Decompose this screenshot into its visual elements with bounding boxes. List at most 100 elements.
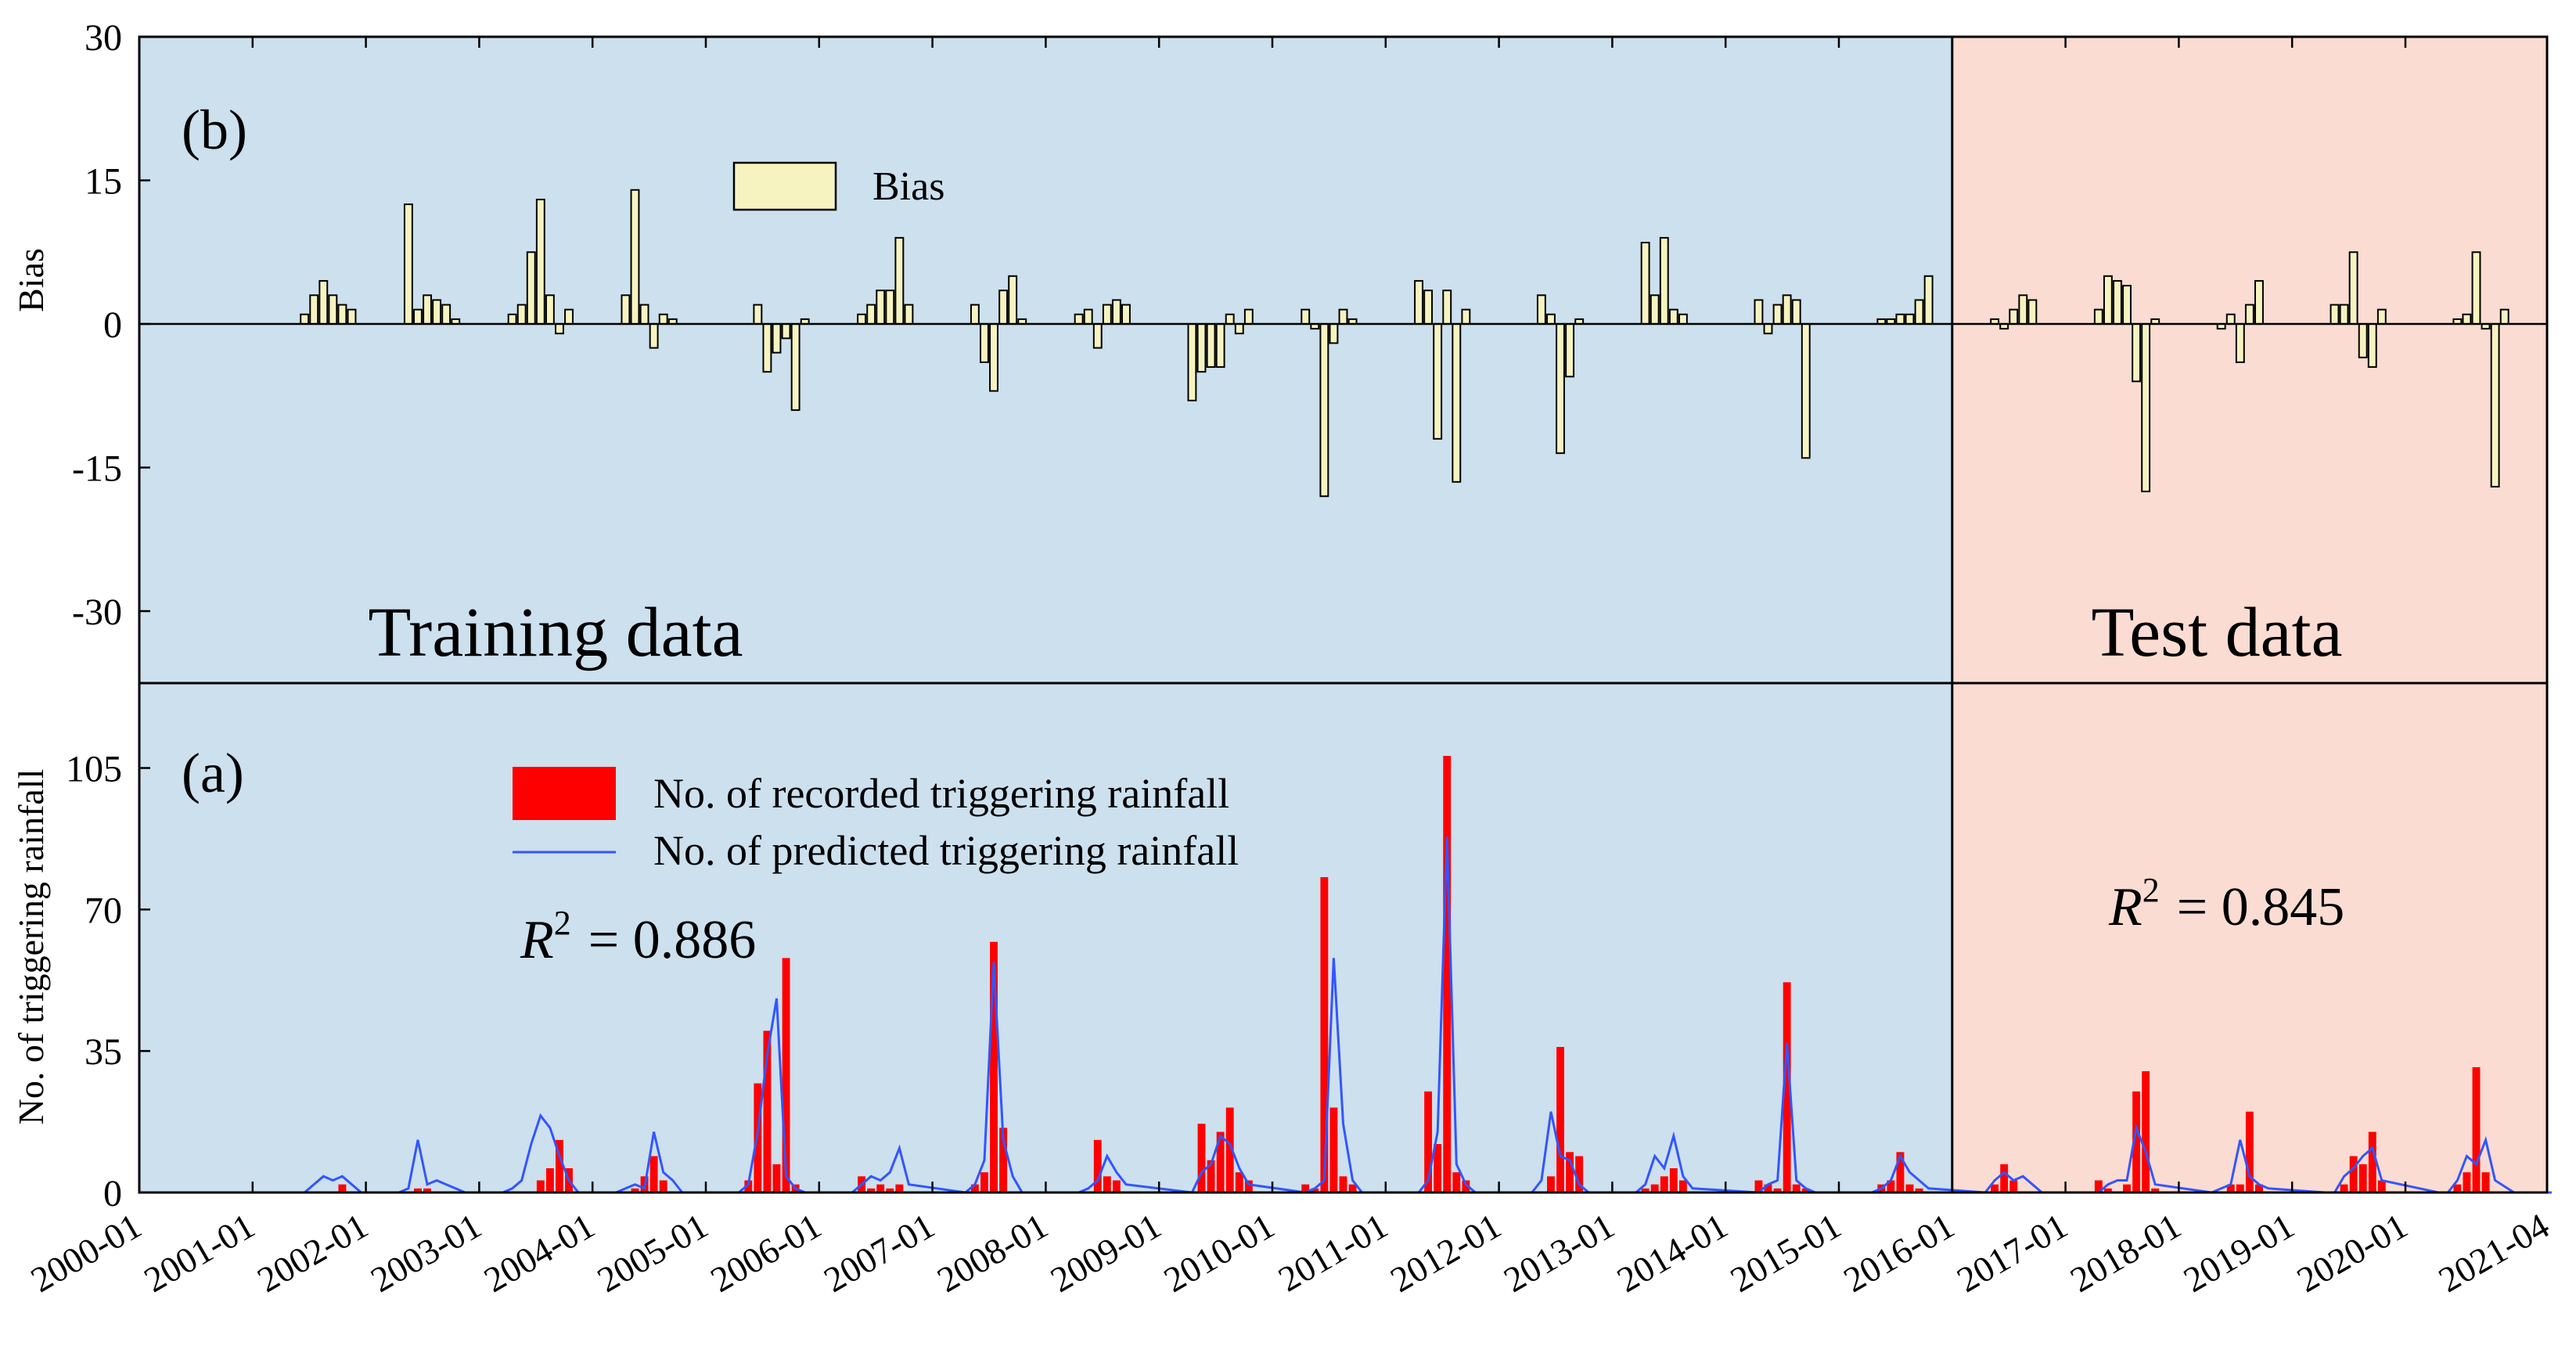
recorded-bar bbox=[867, 1188, 876, 1193]
recorded-bar bbox=[423, 1188, 431, 1193]
bias-bar bbox=[630, 189, 640, 325]
training-region-b bbox=[139, 37, 1952, 683]
bias-bar bbox=[2254, 279, 2264, 326]
bias-bar bbox=[1083, 308, 1093, 325]
bias-bar bbox=[2244, 304, 2254, 325]
bias-bar bbox=[2113, 279, 2122, 326]
recorded-bar bbox=[1103, 1176, 1111, 1193]
x-tick-label: 2003-01 bbox=[364, 1205, 487, 1300]
recorded-bar bbox=[2349, 1156, 2358, 1193]
bias-bar bbox=[876, 290, 886, 325]
bias-bar bbox=[2122, 285, 2132, 326]
bias-bar bbox=[2462, 313, 2472, 325]
rainfall-panel: 105 70 35 0 (a) No. of recorded triggering … bbox=[11, 742, 2552, 1214]
recorded-bar bbox=[2255, 1184, 2263, 1193]
recorded-bar bbox=[2368, 1131, 2376, 1193]
x-tick-label: 2020-01 bbox=[2290, 1205, 2414, 1300]
bias-bar bbox=[337, 304, 347, 325]
recorded-bar bbox=[338, 1184, 347, 1193]
bias-bar bbox=[347, 308, 357, 325]
bias-bar bbox=[1640, 242, 1650, 325]
bias-bar bbox=[1754, 299, 1764, 325]
bias-bar bbox=[2027, 299, 2038, 325]
bias-bar bbox=[2093, 308, 2103, 325]
bias-bar bbox=[2018, 294, 2028, 325]
recorded-bar bbox=[1216, 1131, 1225, 1193]
bias-bar bbox=[1678, 313, 1688, 325]
bias-bar bbox=[1074, 313, 1084, 325]
rainfall-y-tick-label: 105 bbox=[66, 749, 122, 790]
bias-bar bbox=[904, 304, 914, 325]
bias-bar bbox=[1206, 323, 1216, 369]
bias-bar bbox=[857, 313, 867, 325]
x-tick-label: 2006-01 bbox=[704, 1205, 828, 1300]
bias-bar bbox=[790, 323, 801, 412]
bias-bar bbox=[1092, 323, 1103, 349]
bias-bar bbox=[535, 198, 545, 325]
bias-bar bbox=[1319, 323, 1329, 498]
bias-bar bbox=[1565, 323, 1575, 378]
bias-bar bbox=[432, 299, 442, 325]
recorded-bar bbox=[1556, 1047, 1564, 1193]
recorded-bar bbox=[1462, 1180, 1470, 1193]
bias-bar bbox=[894, 236, 905, 325]
bias-bar bbox=[1905, 313, 1915, 325]
recorded-bar bbox=[2463, 1172, 2471, 1193]
rainfall-panel-frame bbox=[138, 682, 2549, 1194]
recorded-bar bbox=[1801, 1188, 1810, 1193]
bias-bar bbox=[1895, 313, 1905, 325]
bias-bar bbox=[1414, 279, 1423, 326]
recorded-bar bbox=[1792, 1184, 1801, 1193]
bias-bar bbox=[649, 323, 659, 349]
bias-bar bbox=[1243, 308, 1254, 325]
bias-bar bbox=[309, 294, 319, 325]
bias-bar bbox=[1329, 323, 1339, 344]
bias-bar bbox=[980, 323, 989, 363]
x-tick-label: 2008-01 bbox=[930, 1205, 1054, 1300]
recorded-bar bbox=[1434, 1144, 1442, 1193]
bias-bar bbox=[403, 203, 413, 326]
x-tick-label: 2019-01 bbox=[2177, 1205, 2301, 1300]
training-region-a bbox=[139, 683, 1952, 1193]
bias-bar bbox=[1215, 323, 1225, 369]
recorded-bar bbox=[1311, 1188, 1319, 1193]
bias-bar bbox=[1914, 299, 1924, 325]
rainfall-y-ticks: 105 70 35 0 bbox=[66, 749, 150, 1214]
x-tick-label: 2005-01 bbox=[591, 1205, 714, 1300]
recorded-bar bbox=[1301, 1184, 1310, 1193]
bias-bar bbox=[1008, 275, 1018, 326]
recorded-bar bbox=[1207, 1160, 1215, 1193]
recorded-bar bbox=[649, 1156, 658, 1193]
bias-bar bbox=[2348, 251, 2358, 325]
recorded-bar bbox=[536, 1180, 545, 1193]
bias-bar bbox=[1791, 299, 1801, 325]
bias-y-tick-label: 0 bbox=[103, 304, 122, 346]
recorded-bar bbox=[744, 1180, 753, 1193]
recorded-bar bbox=[1575, 1156, 1584, 1193]
recorded-bar bbox=[763, 1031, 772, 1193]
recorded-bar bbox=[2094, 1180, 2103, 1193]
rainfall-y-tick-label: 35 bbox=[85, 1031, 122, 1073]
bias-bar bbox=[423, 294, 432, 325]
recorded-bar bbox=[1669, 1168, 1678, 1193]
test-region-b bbox=[1952, 37, 2547, 683]
recorded-bar bbox=[2009, 1180, 2018, 1193]
recorded-bar bbox=[1093, 1139, 1102, 1193]
recorded-bar bbox=[1424, 1091, 1433, 1193]
bias-bar bbox=[516, 304, 527, 325]
recorded-bar bbox=[990, 941, 998, 1193]
x-tick-label: 2007-01 bbox=[817, 1205, 941, 1300]
test-data-label: Test data bbox=[2091, 594, 2342, 671]
bias-bar bbox=[1650, 294, 1660, 325]
recorded-bar bbox=[1112, 1180, 1121, 1193]
recorded-bar bbox=[1773, 1188, 1782, 1193]
bias-bar bbox=[1536, 294, 1546, 325]
recorded-bar bbox=[2377, 1180, 2386, 1193]
bias-bar bbox=[998, 290, 1009, 325]
bias-bar bbox=[639, 304, 649, 325]
recorded-bar bbox=[2132, 1091, 2141, 1193]
bias-bar bbox=[507, 313, 517, 325]
x-tick-label: 2015-01 bbox=[1724, 1205, 1847, 1300]
bias-bar bbox=[1196, 323, 1207, 373]
